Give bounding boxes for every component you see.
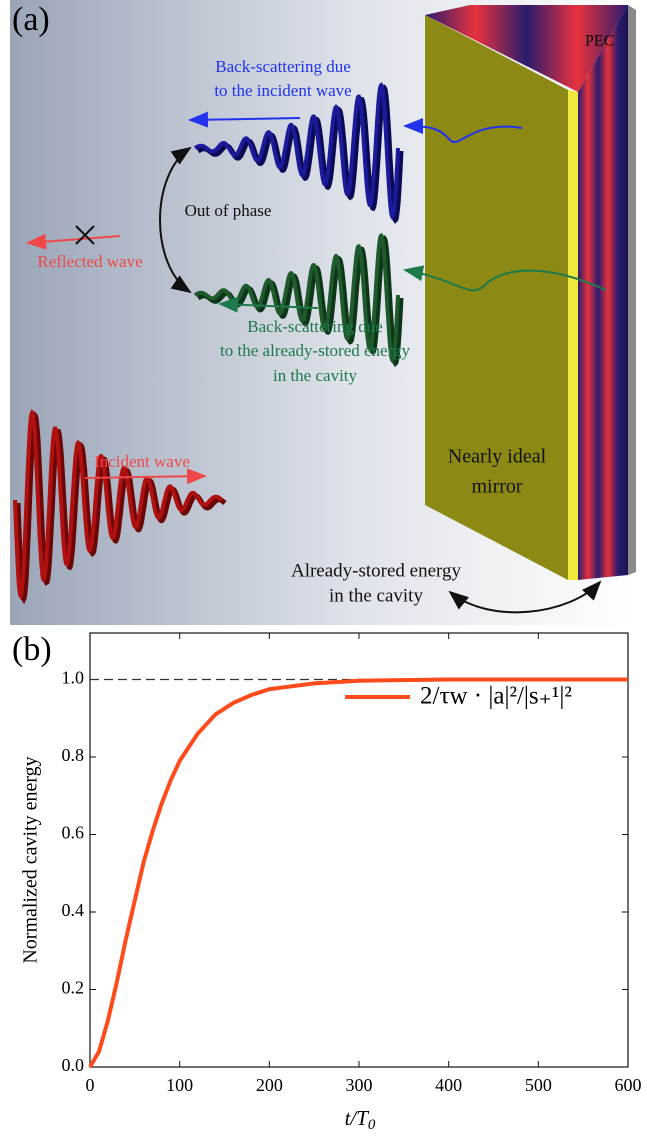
y-tick-label: 0.8 — [62, 745, 85, 765]
panel-a: (a) PEC Back-scattering due to the incid… — [10, 0, 637, 625]
label: Already-stored energy — [291, 560, 462, 581]
x-tick-label: 100 — [166, 1075, 193, 1095]
label: Reflected wave — [37, 252, 142, 271]
label: Out of phase — [185, 201, 272, 220]
x-tick-label: 200 — [256, 1075, 283, 1095]
mirror-top — [425, 5, 628, 92]
wave-shadow — [15, 410, 227, 605]
label: to the already-stored energy — [220, 341, 410, 360]
y-axis-label: Normalized cavity energy — [20, 756, 42, 963]
x-axis-label-main: t/T — [345, 1106, 370, 1130]
x-tick-label: 0 — [86, 1075, 95, 1095]
label: in the cavity — [273, 366, 358, 385]
x-tick-label: 600 — [615, 1075, 642, 1095]
arrow — [26, 233, 121, 250]
legend-label: 2/τw · |a|²/|s₊¹|² — [420, 683, 572, 710]
panel-label: (b) — [12, 631, 52, 668]
arrow — [448, 580, 602, 614]
mirror-side — [578, 5, 628, 580]
label: Back-scattering due — [247, 317, 382, 336]
label: PEC — [585, 33, 614, 50]
label: to the incident wave — [214, 81, 351, 100]
x-tick-label: 300 — [346, 1075, 373, 1095]
data-line — [88, 677, 628, 1069]
label: in the cavity — [329, 585, 423, 606]
label: mirror — [471, 476, 522, 498]
mirror-edge — [568, 90, 578, 580]
y-tick-label: 0.0 — [62, 1055, 85, 1075]
wave — [13, 408, 224, 601]
arrow — [84, 468, 207, 485]
label: Nearly ideal — [448, 446, 547, 468]
arrow — [403, 118, 523, 143]
panel-label: (a) — [12, 1, 50, 38]
x-tick-label: 400 — [435, 1075, 462, 1095]
arrow — [218, 296, 319, 313]
wave — [193, 82, 400, 221]
x-axis-label: t/T0 — [345, 1106, 376, 1134]
y-tick-label: 0.4 — [62, 900, 85, 920]
arrow — [403, 265, 607, 292]
arrow — [159, 146, 192, 294]
y-tick-label: 1.0 — [62, 668, 85, 688]
x-axis-label-sub: 0 — [368, 1117, 376, 1133]
cross — [75, 225, 95, 245]
label: Back-scattering due — [215, 57, 350, 76]
y-tick-label: 0.6 — [62, 823, 85, 843]
y-tick-label: 0.2 — [62, 978, 85, 998]
mirror-front — [425, 15, 568, 580]
label: Incident wave — [94, 452, 190, 471]
arrow — [188, 111, 301, 128]
wave — [193, 232, 400, 364]
x-tick-label: 500 — [525, 1075, 552, 1095]
waves — [13, 82, 404, 605]
panel-b: (b) Normalized cavity energy t/T0 0.00.2… — [12, 631, 642, 1134]
pec-layer — [628, 5, 636, 575]
